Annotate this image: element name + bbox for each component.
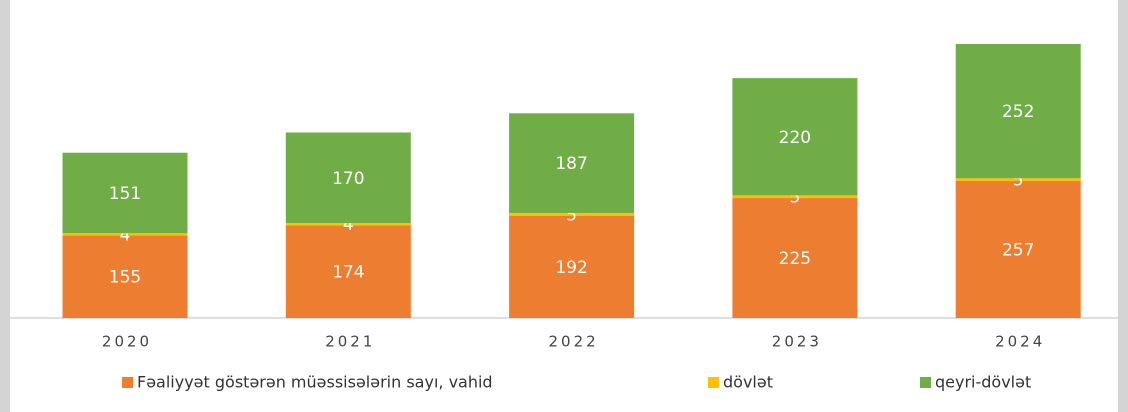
legend-label: dövlət xyxy=(723,373,773,392)
bar-segment xyxy=(509,215,635,318)
data-label: 4 xyxy=(343,215,354,235)
legend-swatch xyxy=(122,377,133,388)
bar-segment xyxy=(732,78,858,196)
bar-segment xyxy=(955,181,1081,318)
bar-segment xyxy=(509,212,635,216)
data-label: 192 xyxy=(555,258,587,278)
x-tick-label: 2023 xyxy=(772,333,822,351)
x-tick-label: 2024 xyxy=(995,333,1045,351)
bar-segment xyxy=(732,198,858,318)
data-label: 5 xyxy=(1013,171,1024,191)
data-label: 170 xyxy=(332,169,364,189)
data-label: 5 xyxy=(566,205,577,225)
bar-segment xyxy=(62,235,188,318)
bar-segment xyxy=(285,132,411,224)
data-label: 4 xyxy=(120,225,131,245)
data-label: 187 xyxy=(555,154,587,174)
legend-swatch xyxy=(920,377,931,388)
x-tick-label: 2021 xyxy=(325,333,375,351)
x-tick-label: 2020 xyxy=(102,333,152,351)
legend-swatch xyxy=(708,377,719,388)
legend-label: qeyri-dövlət xyxy=(935,373,1031,392)
bar-segment xyxy=(285,225,411,318)
data-label: 174 xyxy=(332,263,364,283)
bar-segment xyxy=(62,152,188,234)
bar-segment xyxy=(955,178,1081,181)
bar-segment xyxy=(732,195,858,199)
data-label: 252 xyxy=(1002,102,1034,122)
data-label: 155 xyxy=(109,268,141,288)
bar-segment xyxy=(285,223,411,226)
bar-segment xyxy=(955,44,1081,179)
bar-segment xyxy=(509,113,635,213)
data-label: 220 xyxy=(779,128,811,148)
legend-label: Fəaliyyət göstərən müəssisələrin sayı, v… xyxy=(137,373,493,392)
bar-segment xyxy=(62,233,188,236)
x-tick-label: 2022 xyxy=(549,333,599,351)
data-label: 257 xyxy=(1002,241,1034,261)
data-label: 5 xyxy=(789,188,800,208)
data-label: 151 xyxy=(109,184,141,204)
data-label: 225 xyxy=(779,249,811,269)
